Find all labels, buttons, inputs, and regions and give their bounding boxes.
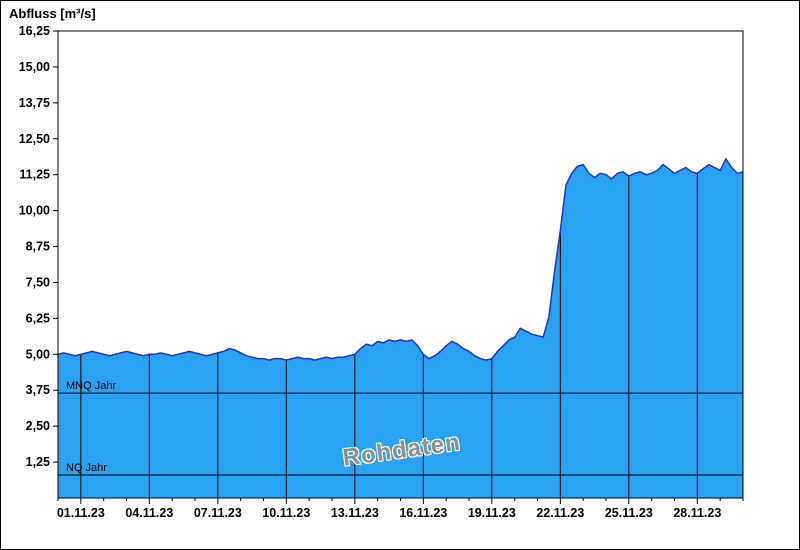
x-tick-label: 10.11.23 [262, 506, 310, 520]
x-tick-label: 04.11.23 [125, 506, 173, 520]
y-tick-label: 13,75 [19, 96, 50, 110]
area-fill [58, 158, 743, 498]
reference-line-label: MNQ Jahr [66, 380, 116, 392]
y-tick-label: 1,25 [26, 455, 50, 469]
x-tick-label: 28.11.23 [673, 506, 721, 520]
y-tick-label: 3,75 [26, 383, 50, 397]
y-tick-label: 12,50 [19, 132, 50, 146]
y-tick-label: 5,00 [26, 347, 50, 361]
x-tick-label: 01.11.23 [57, 506, 105, 520]
x-tick-label: 19.11.23 [468, 506, 516, 520]
y-tick-label: 16,25 [19, 24, 50, 38]
series-line [57, 157, 744, 361]
x-tick-label: 16.11.23 [399, 506, 447, 520]
y-tick-label: 10,00 [19, 204, 50, 218]
x-tick-label: 25.11.23 [605, 506, 653, 520]
y-tick-label: 6,25 [26, 311, 50, 325]
reference-line-label: NQ Jahr [66, 462, 107, 474]
y-tick-label: 2,50 [26, 419, 50, 433]
y-tick-label: 11,25 [19, 168, 50, 182]
y-tick-label: 15,00 [19, 60, 50, 74]
x-tick-label: 13.11.23 [331, 506, 379, 520]
x-tick-label: 22.11.23 [536, 506, 584, 520]
y-axis-title: Abfluss [m³/s] [9, 6, 96, 21]
y-tick-label: 8,75 [26, 240, 50, 254]
x-tick-label: 07.11.23 [194, 506, 242, 520]
y-tick-label: 7,50 [26, 275, 50, 289]
